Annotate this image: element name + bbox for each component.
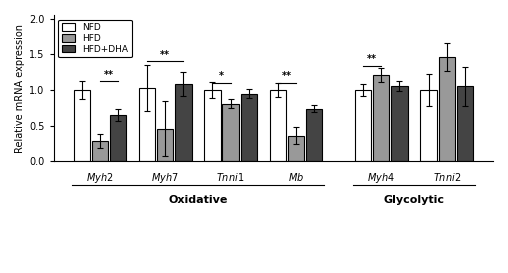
Y-axis label: Relative mRNA expression: Relative mRNA expression <box>15 24 25 153</box>
Text: *: * <box>219 72 224 81</box>
Bar <box>175 84 192 161</box>
Bar <box>438 57 455 161</box>
Bar <box>306 109 322 161</box>
Bar <box>391 86 407 161</box>
Legend: NFD, HFD, HFD+DHA: NFD, HFD, HFD+DHA <box>58 19 132 57</box>
Bar <box>241 94 257 161</box>
Bar <box>457 87 473 161</box>
Bar <box>157 129 173 161</box>
Text: **: ** <box>104 70 114 80</box>
Bar <box>270 90 286 161</box>
Bar <box>110 115 126 161</box>
Bar <box>204 90 220 161</box>
Bar <box>139 88 155 161</box>
Text: Glycolytic: Glycolytic <box>384 195 444 205</box>
Bar <box>74 90 90 161</box>
Bar <box>355 90 371 161</box>
Text: **: ** <box>367 54 377 64</box>
Text: **: ** <box>160 50 170 60</box>
Bar <box>92 141 108 161</box>
Bar <box>223 103 239 161</box>
Bar <box>420 90 437 161</box>
Text: **: ** <box>282 72 292 81</box>
Bar <box>373 75 390 161</box>
Bar <box>288 136 304 161</box>
Text: Oxidative: Oxidative <box>168 195 228 205</box>
